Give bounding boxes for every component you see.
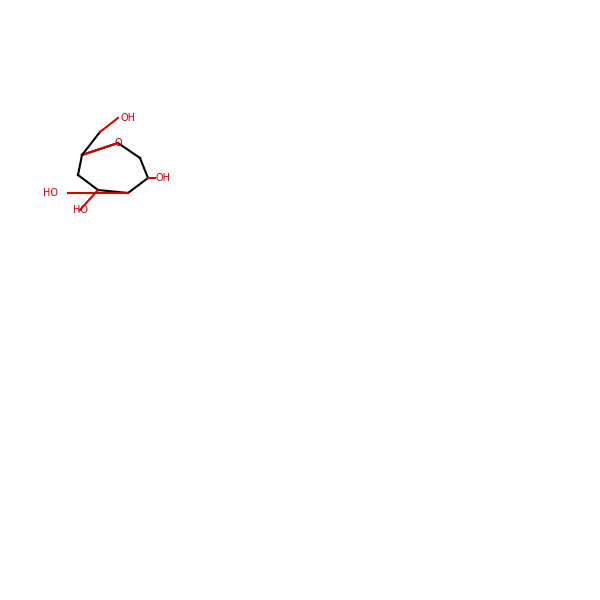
Text: HO: HO [73, 205, 88, 215]
Text: OH: OH [121, 113, 136, 123]
Text: OH: OH [155, 173, 170, 183]
Text: HO: HO [43, 188, 58, 198]
Text: O: O [114, 138, 122, 148]
